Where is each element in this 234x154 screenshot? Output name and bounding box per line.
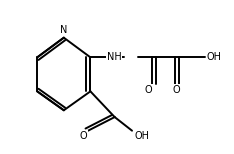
Text: NH: NH (107, 52, 121, 62)
Text: N: N (60, 25, 67, 35)
Text: OH: OH (134, 131, 149, 141)
Text: OH: OH (207, 52, 222, 62)
Text: O: O (144, 85, 152, 95)
Text: O: O (172, 85, 180, 95)
Text: O: O (80, 131, 87, 141)
